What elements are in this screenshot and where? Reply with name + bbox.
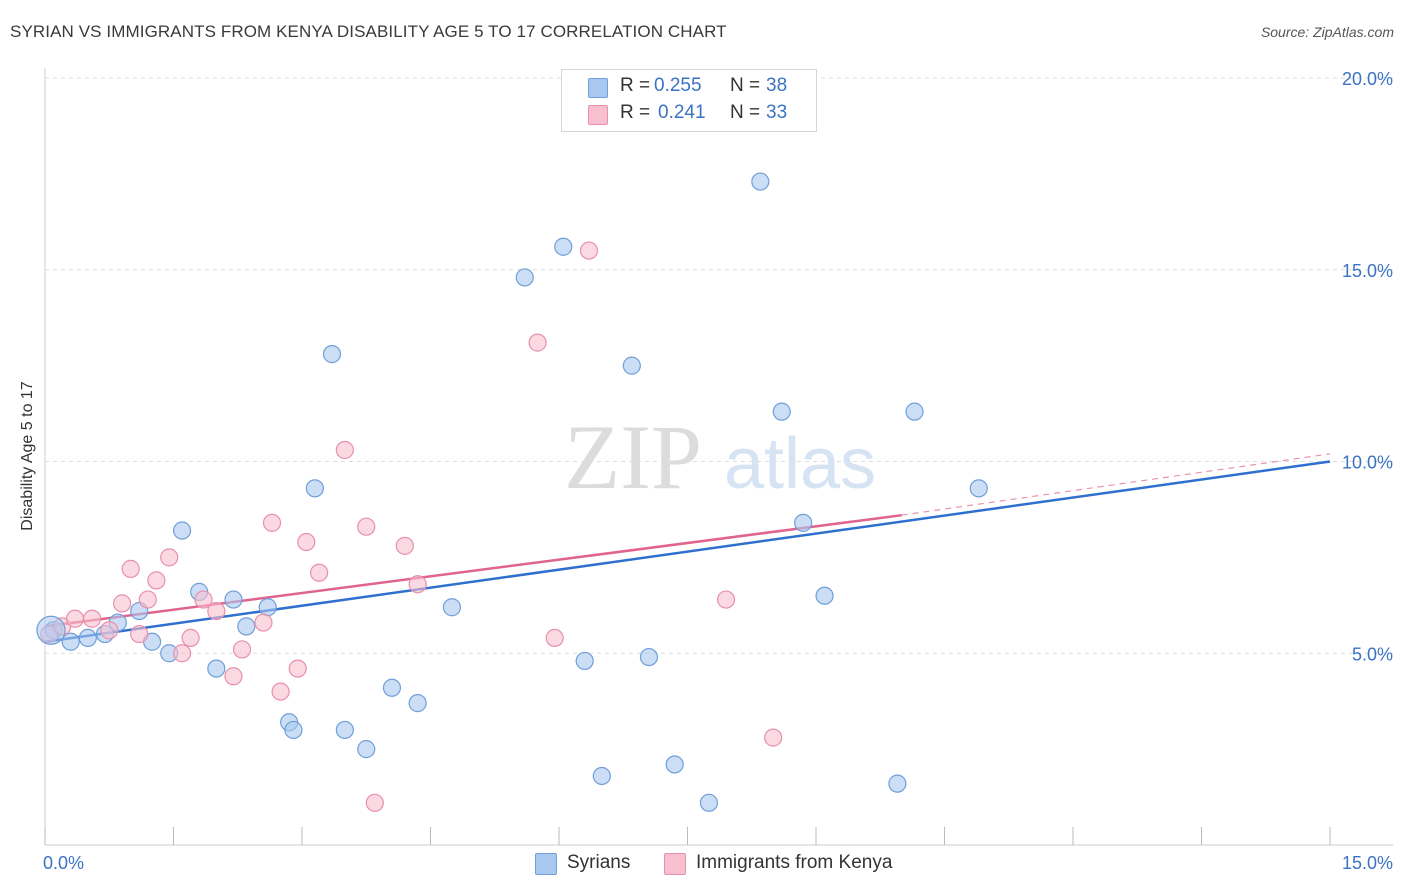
data-points — [36, 172, 988, 812]
axes — [44, 68, 1393, 846]
point-syrians — [335, 720, 354, 740]
point-syrians — [815, 586, 834, 605]
point-kenya — [232, 640, 252, 659]
point-kenya — [262, 513, 282, 532]
point-kenya — [764, 728, 783, 747]
point-syrians — [305, 479, 324, 498]
bottom-legend-swatch-kenya — [664, 853, 686, 875]
point-kenya — [65, 609, 85, 628]
legend-swatch-kenya — [588, 105, 608, 125]
bottom-legend-label-syrians: Syrians — [567, 852, 631, 873]
point-kenya — [83, 609, 102, 628]
watermark-atlas: atlas — [724, 424, 876, 504]
point-kenya — [579, 241, 599, 260]
point-kenya — [357, 517, 376, 536]
point-kenya — [130, 624, 149, 644]
point-syrians — [382, 678, 402, 697]
point-syrians — [258, 598, 277, 617]
point-syrians — [575, 651, 594, 671]
x-tick-label: 0.0% — [43, 853, 84, 873]
point-kenya — [147, 571, 166, 590]
grid-lines — [45, 77, 1393, 654]
point-kenya — [288, 659, 307, 678]
point-syrians — [751, 172, 770, 191]
point-kenya — [545, 628, 564, 648]
watermark: ZIP atlas — [564, 406, 876, 508]
point-syrians — [284, 720, 303, 740]
point-syrians — [408, 694, 427, 713]
watermark-zip: ZIP — [564, 406, 702, 508]
trend-line-kenya — [44, 513, 902, 628]
point-syrians — [224, 590, 243, 609]
source-label: Source: ZipAtlas.com — [1260, 24, 1394, 40]
legend-r-label: R = — [620, 75, 651, 96]
point-syrians — [639, 647, 659, 667]
point-syrians — [357, 740, 376, 759]
point-syrians — [622, 356, 641, 375]
legend-r-value: 0.255 — [654, 75, 702, 96]
point-kenya — [121, 559, 140, 578]
point-kenya — [160, 548, 179, 567]
point-kenya — [365, 793, 384, 812]
point-kenya — [408, 575, 427, 594]
point-syrians — [888, 774, 907, 793]
trend-lines — [44, 453, 1331, 643]
legend-n-label: N = — [730, 102, 761, 123]
point-syrians — [515, 268, 534, 287]
legend-r-label: R = — [620, 102, 651, 123]
point-kenya — [254, 613, 273, 632]
point-syrians-cluster — [36, 615, 66, 645]
point-syrians — [699, 793, 719, 812]
point-kenya — [716, 590, 736, 609]
legend-swatch-syrians — [588, 78, 608, 98]
y-tick-label: 15.0% — [1342, 261, 1393, 281]
point-kenya — [172, 644, 192, 663]
legend-n-value: 38 — [766, 75, 788, 96]
point-kenya — [224, 667, 243, 686]
point-syrians — [442, 598, 462, 617]
legend-n-value: 33 — [766, 102, 788, 123]
point-syrians — [794, 513, 813, 532]
trend-line-kenya-dashed — [901, 453, 1331, 516]
y-axis-label: Disability Age 5 to 17 — [19, 381, 36, 531]
point-syrians — [772, 402, 791, 421]
point-kenya — [271, 682, 290, 701]
bottom-legend-label-kenya: Immigrants from Kenya — [696, 852, 893, 873]
point-kenya — [335, 440, 354, 460]
point-syrians — [78, 628, 97, 648]
point-kenya — [181, 628, 200, 648]
point-kenya — [194, 590, 213, 609]
y-tick-label: 10.0% — [1342, 453, 1393, 473]
x-tick-label: 15.0% — [1342, 853, 1393, 873]
point-kenya — [138, 590, 157, 609]
tick-labels: 5.0% 10.0% 15.0% 20.0% 0.0% 15.0% — [43, 69, 1393, 873]
point-kenya — [112, 594, 132, 613]
point-kenya — [100, 621, 119, 640]
point-syrians — [207, 659, 226, 678]
stats-legend: R = 0.255 N = 38 R = 0.241 N = 33 — [561, 69, 817, 132]
y-tick-label: 20.0% — [1342, 69, 1393, 89]
bottom-legend-swatch-syrians — [535, 853, 557, 875]
point-syrians — [322, 345, 342, 364]
trend-line-syrians — [44, 460, 1331, 643]
point-kenya — [528, 333, 547, 352]
legend-r-value: 0.241 — [658, 102, 706, 123]
point-syrians — [61, 632, 80, 651]
point-syrians — [237, 617, 256, 636]
legend-n-label: N = — [730, 75, 761, 96]
chart-title: SYRIAN VS IMMIGRANTS FROM KENYA DISABILI… — [10, 22, 727, 41]
point-syrians — [665, 755, 684, 774]
point-syrians — [969, 479, 988, 498]
point-kenya — [207, 601, 226, 621]
point-kenya — [297, 532, 316, 552]
point-syrians — [172, 521, 192, 540]
point-syrians — [905, 402, 924, 421]
point-syrians — [554, 237, 573, 256]
point-kenya — [395, 536, 414, 555]
y-tick-label: 5.0% — [1352, 644, 1393, 664]
point-syrians — [592, 766, 611, 786]
point-kenya — [310, 563, 329, 582]
